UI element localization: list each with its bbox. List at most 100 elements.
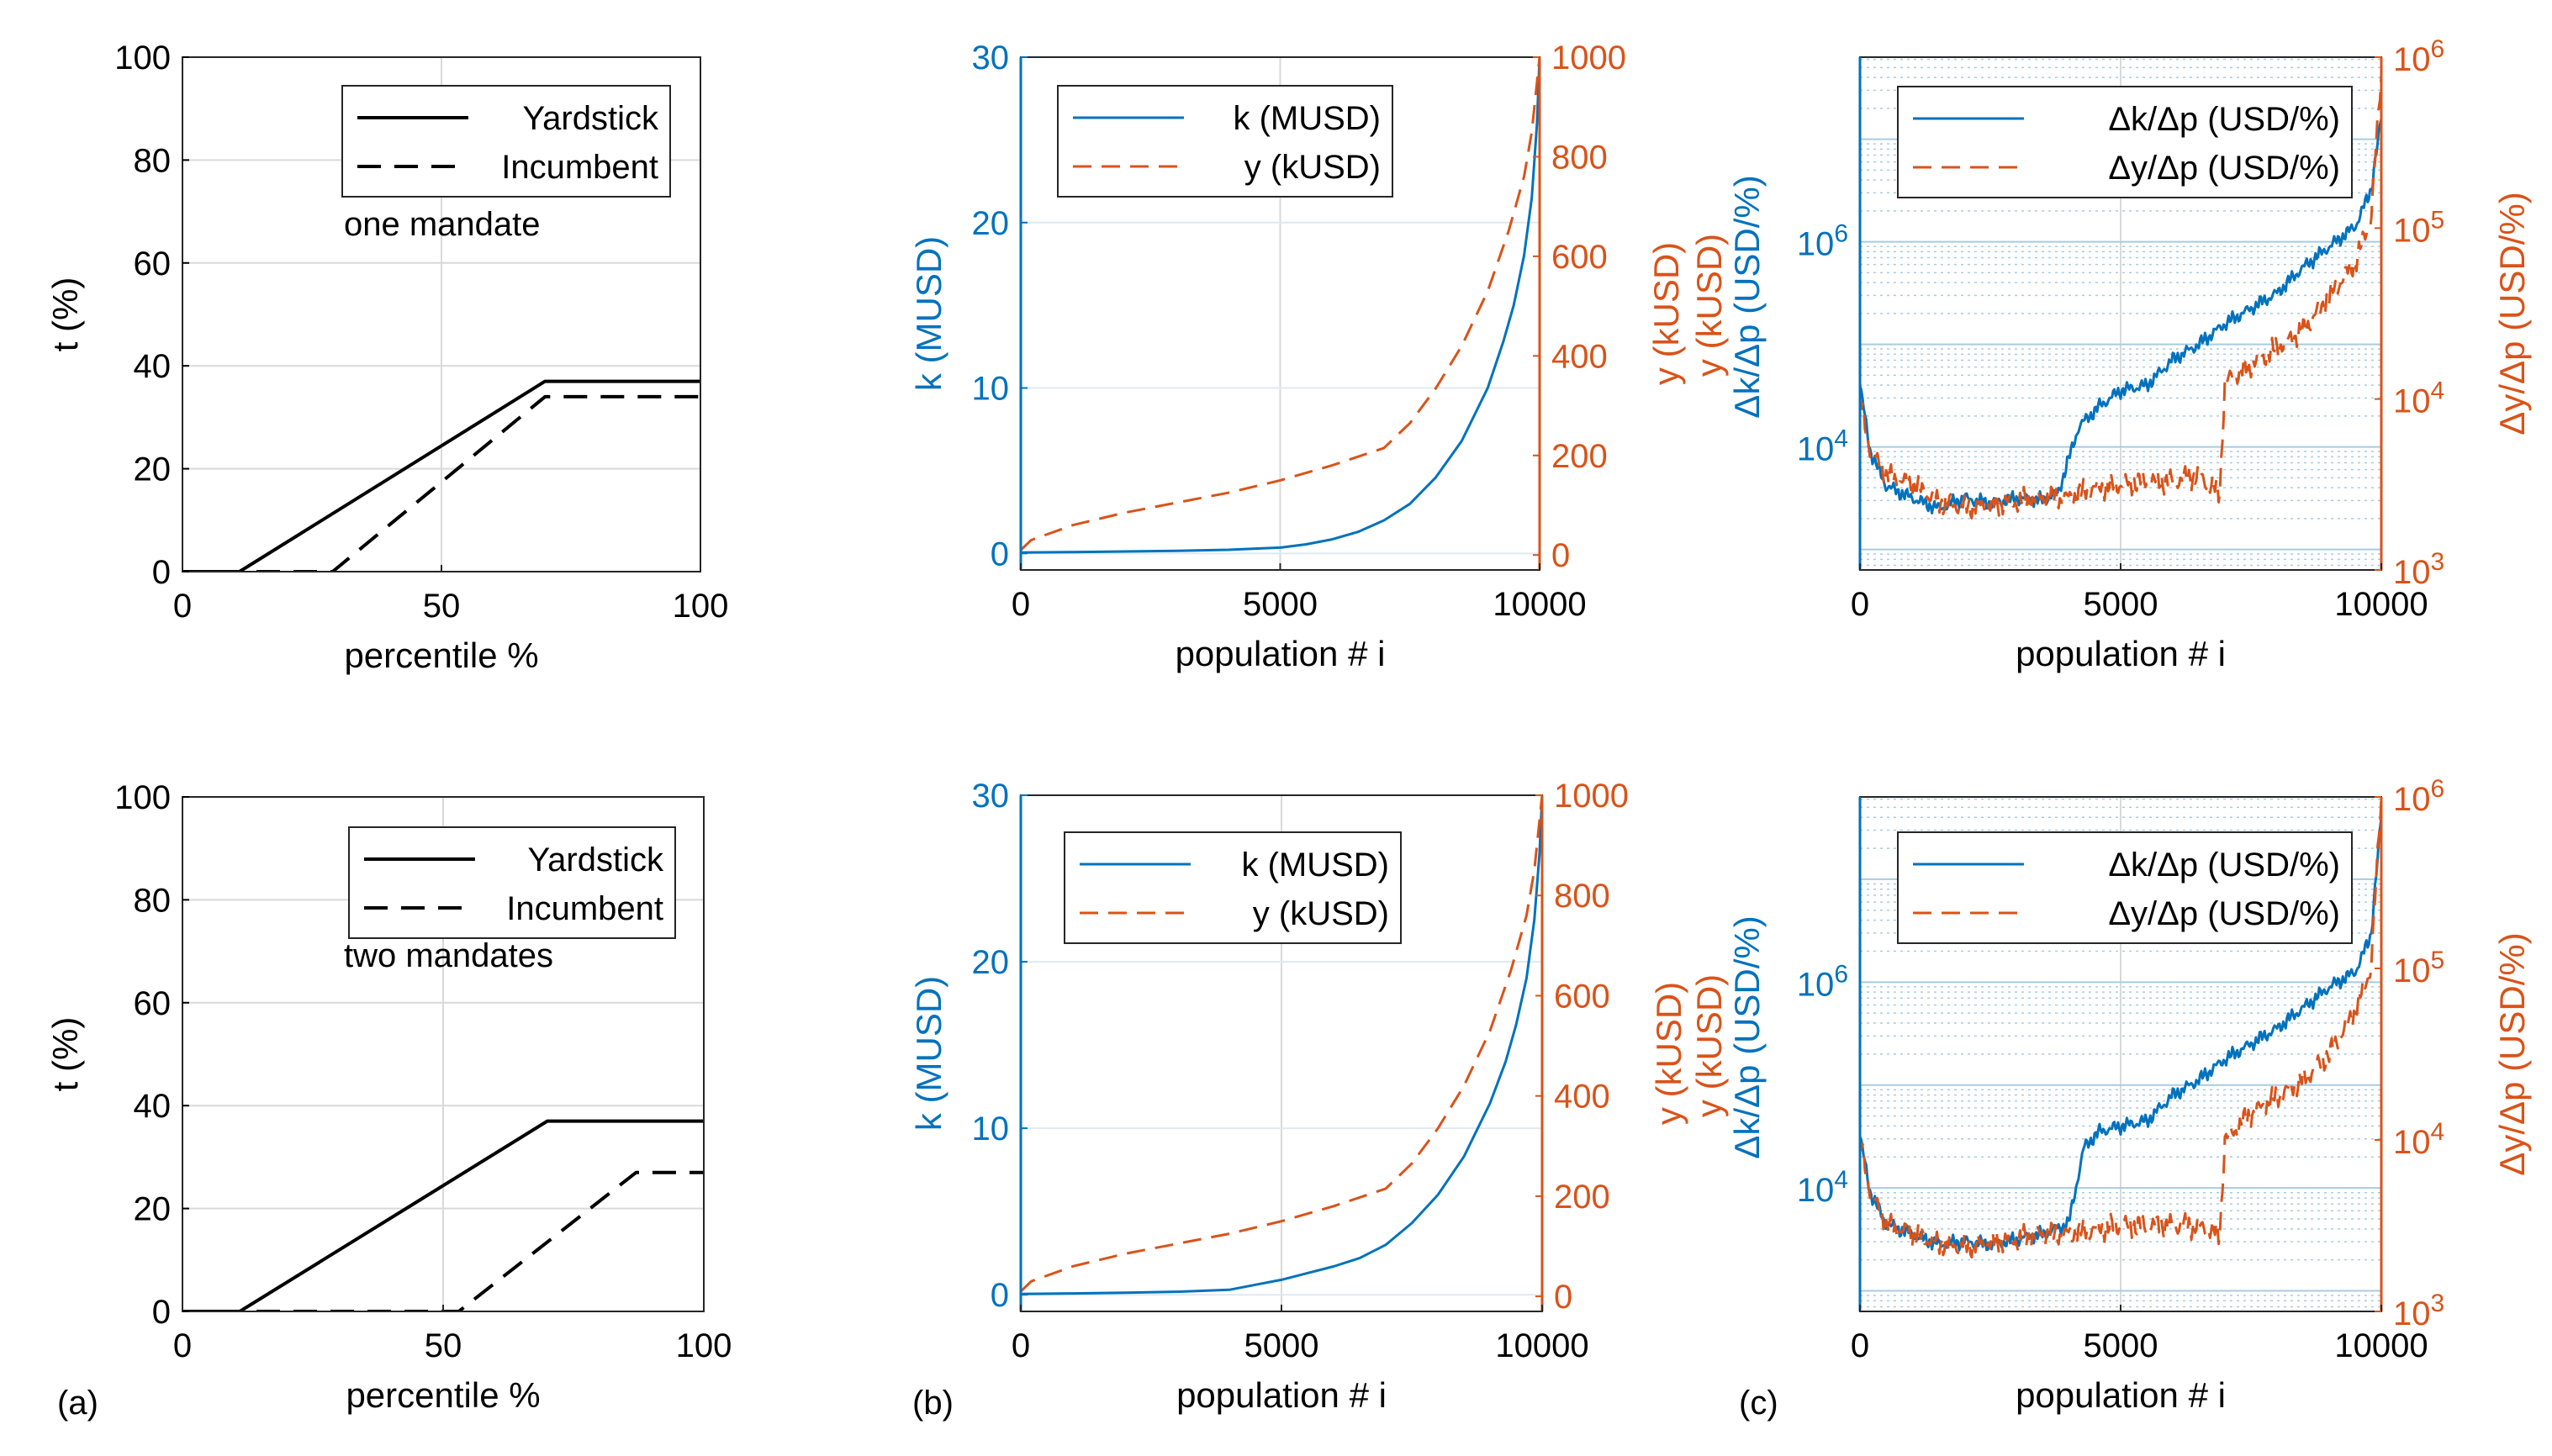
x-tick-label: 10000 — [2334, 1327, 2428, 1364]
y-right-tick-label: 1000 — [1554, 778, 1629, 815]
x-tick-label: 50 — [425, 1327, 462, 1364]
legend-a1: Yardstick Incumbent — [341, 85, 671, 198]
y-right-tick-label: 103 — [2393, 1290, 2444, 1332]
x-axis-label: population # i — [1176, 634, 1386, 673]
y-tick-label: 30 — [972, 778, 1010, 815]
y-axis-label-secondary: y (kUSD) — [1689, 234, 1729, 377]
y-tick-label: 60 — [134, 985, 172, 1022]
y-tick-label: 0 — [991, 1277, 1009, 1314]
legend-a2: Yardstick Incumbent — [348, 826, 676, 939]
y-tick-label: 0 — [991, 535, 1009, 572]
y-right-tick-label: 106 — [2393, 35, 2444, 78]
series-b1-secondary — [1021, 57, 1540, 551]
y-tick-label: 40 — [134, 348, 172, 385]
y-tick-label: 106 — [1797, 220, 1848, 263]
y-axis-label: k (MUSD) — [909, 236, 948, 391]
legend-b2: k (MUSD) y (kUSD) — [1064, 831, 1402, 944]
y-right-axis-label: Δy/Δp (USD/%) — [2492, 192, 2532, 435]
y-right-tick-label: 800 — [1554, 878, 1610, 915]
y-tick-label: 60 — [134, 245, 172, 282]
y-axis-label: t (%) — [45, 1017, 85, 1092]
legend-entry-label: Yardstick — [522, 100, 659, 137]
y-tick-label: 100 — [114, 779, 171, 816]
y-tick-label: 104 — [1797, 1166, 1848, 1209]
y-right-axis-label: Δy/Δp (USD/%) — [2492, 932, 2532, 1175]
x-tick-label: 5000 — [2084, 586, 2158, 623]
x-tick-label: 50 — [423, 588, 461, 625]
x-tick-label: 100 — [676, 1327, 732, 1364]
legend-entry-label: Δy/Δp (USD/%) — [2108, 895, 2340, 932]
chart-a1: 0 50 100 percentile % 0 20 40 60 80 100 t (%) one m… — [45, 40, 728, 675]
series-c2-secondary — [1860, 797, 2381, 1259]
legend-entry-label: Δk/Δp (USD/%) — [2108, 101, 2340, 138]
y-right-tick-label: 104 — [2393, 1118, 2444, 1161]
series-b2-secondary — [1021, 795, 1542, 1293]
y-tick-label: 80 — [134, 142, 172, 179]
legend-entry-label: k (MUSD) — [1241, 847, 1389, 884]
y-right-tick-label: 0 — [1554, 1279, 1572, 1316]
x-axis-label: population # i — [2016, 1375, 2226, 1415]
legend-box — [341, 85, 671, 198]
x-tick-label: 0 — [173, 588, 192, 625]
legend-c1: Δk/Δp (USD/%) Δy/Δp (USD/%) — [1897, 86, 2353, 198]
x-axis-label: population # i — [2016, 634, 2226, 673]
legend-entry-label: Yardstick — [527, 841, 664, 878]
x-tick-label: 0 — [173, 1327, 192, 1364]
legend-entry-label: y (kUSD) — [1244, 149, 1381, 186]
legend-entry-label: Incumbent — [506, 890, 663, 927]
legend-entry-label: y (kUSD) — [1253, 895, 1389, 932]
x-tick-label: 10000 — [1495, 1327, 1588, 1364]
y-tick-label: 80 — [134, 882, 172, 919]
y-tick-label: 40 — [134, 1088, 172, 1125]
series-a1-primary — [182, 379, 700, 572]
legend-box — [1897, 831, 2353, 944]
legend-box — [1064, 831, 1402, 944]
series-c1-secondary — [1860, 74, 2381, 520]
legend-box — [1897, 86, 2353, 198]
x-axis-label: percentile % — [346, 1375, 540, 1415]
y-right-tick-label: 400 — [1554, 1079, 1610, 1116]
x-tick-label: 10000 — [2334, 586, 2428, 623]
legend-box — [1057, 85, 1393, 198]
x-tick-label: 0 — [1012, 1327, 1030, 1364]
chart-a2: 0 50 100 percentile % 0 20 40 60 80 100 t (%) two m… — [45, 779, 732, 1415]
y-right-tick-label: 400 — [1551, 338, 1608, 375]
x-tick-label: 0 — [1851, 1327, 1869, 1364]
y-right-tick-label: 200 — [1554, 1179, 1610, 1216]
y-right-tick-label: 105 — [2393, 206, 2444, 249]
y-right-tick-label: 200 — [1551, 438, 1608, 475]
panel-label-b: (b) — [912, 1385, 954, 1422]
y-right-tick-label: 103 — [2393, 548, 2444, 591]
x-tick-label: 0 — [1012, 586, 1030, 623]
y-right-tick-label: 1000 — [1551, 40, 1626, 76]
y-axis-label: Δk/Δp (USD/%) — [1727, 915, 1767, 1158]
y-tick-label: 100 — [114, 40, 171, 76]
y-axis-label: Δk/Δp (USD/%) — [1727, 175, 1767, 418]
y-axis-label: t (%) — [45, 277, 85, 352]
y-right-tick-label: 800 — [1551, 139, 1608, 176]
y-tick-label: 10 — [972, 371, 1010, 408]
x-tick-label: 5000 — [1244, 1327, 1319, 1364]
x-axis-label: percentile % — [344, 636, 538, 675]
y-tick-label: 10 — [972, 1110, 1010, 1147]
legend-c2: Δk/Δp (USD/%) Δy/Δp (USD/%) — [1897, 831, 2353, 944]
series-a2-primary — [182, 1119, 704, 1311]
y-tick-label: 106 — [1797, 960, 1848, 1003]
y-axis-label-secondary: y (kUSD) — [1689, 974, 1729, 1117]
legend-entry-label: Δy/Δp (USD/%) — [2108, 150, 2340, 187]
series-b1-primary — [1021, 57, 1540, 554]
panel-label-c: (c) — [1739, 1385, 1778, 1422]
y-right-tick-label: 104 — [2393, 377, 2444, 420]
chart-b2: 0 5000 10000 population # i 0 10 20 30 0 200 400 60… — [909, 778, 1688, 1415]
series-b2-primary — [1021, 795, 1542, 1295]
y-axis-label: k (MUSD) — [909, 976, 948, 1131]
legend-entry-label: k (MUSD) — [1233, 100, 1381, 137]
annotation-text: two mandates — [344, 937, 553, 974]
y-tick-label: 20 — [134, 1191, 172, 1228]
y-tick-label: 0 — [152, 1294, 171, 1331]
panel-label-a: (a) — [57, 1385, 98, 1422]
y-tick-label: 104 — [1797, 425, 1848, 468]
x-tick-label: 10000 — [1493, 586, 1586, 623]
x-tick-label: 100 — [673, 588, 729, 625]
